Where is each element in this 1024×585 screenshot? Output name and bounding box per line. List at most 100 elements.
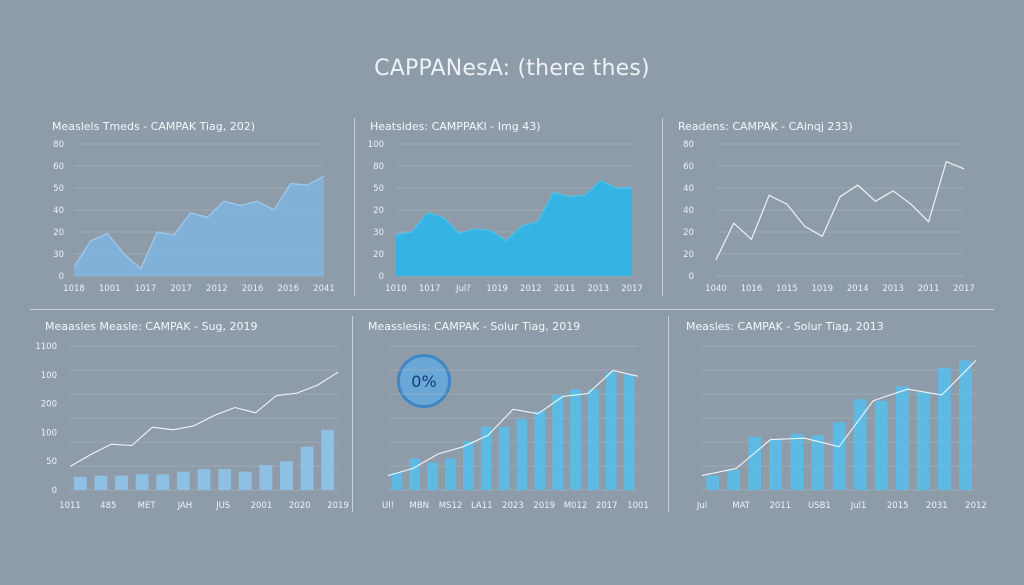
chart-title: Measlels Tmeds - CAMPAK Tiag, 202) bbox=[52, 120, 256, 133]
x-tick-label: 1001 bbox=[627, 501, 649, 511]
bar bbox=[588, 389, 599, 490]
x-tick-label: 2017 bbox=[596, 501, 618, 511]
x-tick-label: Jul? bbox=[455, 284, 471, 294]
bar bbox=[811, 435, 825, 490]
y-tick-label: 40 bbox=[683, 184, 694, 194]
vertical-divider-left-bottom bbox=[352, 316, 353, 512]
y-tick-label: 0 bbox=[379, 272, 384, 282]
bar bbox=[463, 441, 474, 490]
x-tick-label: 1018 bbox=[63, 284, 85, 294]
x-tick-label: JAH bbox=[177, 501, 193, 511]
y-tick-label: 200 bbox=[41, 400, 57, 410]
page-title: CAPPANesA: (there thes) bbox=[374, 56, 650, 81]
series-line bbox=[395, 179, 632, 242]
x-tick-label: 2016 bbox=[277, 284, 299, 294]
x-tick-label: 2014 bbox=[847, 284, 869, 294]
x-tick-label: 1016 bbox=[741, 284, 763, 294]
bar bbox=[605, 371, 617, 490]
x-tick-label: 2041 bbox=[313, 284, 335, 294]
y-tick-label: 20 bbox=[53, 228, 64, 238]
x-tick-label: 1011 bbox=[59, 501, 81, 511]
y-tick-label: 20 bbox=[683, 228, 694, 238]
x-tick-label: Ul! bbox=[382, 501, 394, 511]
chart-panel-5: Measslesis: CAMPAK - Solur Tiag, 2019 0%… bbox=[368, 320, 660, 515]
y-tick-label: 100 bbox=[368, 140, 384, 150]
x-tick-label: LA11 bbox=[471, 501, 493, 511]
y-tick-label: 100 bbox=[41, 428, 57, 438]
bar bbox=[874, 400, 888, 490]
bar bbox=[445, 458, 456, 490]
bar bbox=[570, 389, 581, 490]
x-tick-label: USB1 bbox=[808, 501, 831, 511]
bar bbox=[938, 367, 951, 490]
bar bbox=[748, 436, 762, 490]
bar bbox=[135, 474, 149, 490]
y-tick-label: 20 bbox=[373, 206, 384, 216]
x-tick-label: 2015 bbox=[887, 501, 909, 511]
bar bbox=[409, 458, 421, 490]
chart-plot: Jul MAT 2011 USB1 Jul1 2015 2031 2012 bbox=[696, 345, 987, 511]
x-tick-label: MBN bbox=[409, 501, 429, 511]
x-tick-label: 2012 bbox=[520, 284, 542, 294]
bar bbox=[623, 374, 635, 490]
y-tick-label: 50 bbox=[46, 457, 57, 467]
bar bbox=[156, 474, 170, 490]
bar bbox=[300, 446, 314, 490]
chart-plot: 80 60 40 40 20 20 0 1040 1016 1015 1019 2014 2013 201… bbox=[683, 140, 975, 294]
x-tick-label: Jul1 bbox=[850, 501, 867, 511]
series-line bbox=[387, 369, 639, 477]
series-area bbox=[396, 180, 632, 276]
y-tick-label: 80 bbox=[53, 140, 64, 150]
bar bbox=[176, 471, 190, 490]
bar bbox=[480, 426, 492, 490]
bar bbox=[727, 469, 740, 490]
chart-panel-4: Meaasles Measle: CAMPAK - Sug, 2019 1100… bbox=[30, 320, 348, 515]
bar bbox=[498, 426, 510, 490]
x-tick-label: M012 bbox=[564, 501, 588, 511]
bar bbox=[769, 439, 783, 490]
x-tick-label: 2012 bbox=[206, 284, 228, 294]
x-tick-label: 2019 bbox=[327, 501, 349, 511]
y-tick-label: 60 bbox=[53, 162, 64, 172]
bar bbox=[94, 475, 108, 490]
x-tick-label: 1040 bbox=[705, 284, 727, 294]
x-tick-label: 1017 bbox=[419, 284, 441, 294]
x-tick-label: 1010 bbox=[385, 284, 407, 294]
series-line bbox=[715, 160, 965, 261]
bar bbox=[73, 476, 87, 490]
x-tick-label: MET bbox=[138, 501, 157, 511]
y-tick-label: 0 bbox=[59, 272, 64, 282]
x-tick-label: MS12 bbox=[439, 501, 463, 511]
x-tick-label: 1019 bbox=[486, 284, 508, 294]
y-tick-label: 100 bbox=[41, 371, 57, 381]
x-tick-label: 2019 bbox=[533, 501, 555, 511]
chart-panel-6: Measles: CAMPAK - Solur Tiag, 2013 Jul MA… bbox=[686, 320, 987, 515]
x-tick-label: 2011 bbox=[554, 284, 576, 294]
x-tick-label: 2016 bbox=[242, 284, 264, 294]
x-tick-label: 2023 bbox=[502, 501, 524, 511]
chart-title: Meaasles Measle: CAMPAK - Sug, 2019 bbox=[45, 320, 258, 333]
bar bbox=[218, 469, 232, 490]
chart-panel-1: Measlels Tmeds - CAMPAK Tiag, 202) 80 60 5… bbox=[52, 120, 342, 300]
chart-title: Heatsides: CAMPPAKI - Img 43) bbox=[370, 120, 541, 133]
chart-panel-3: Readens: CAMPAK - CAinqj 233) 80 60 40 40 20… bbox=[678, 120, 978, 300]
bar bbox=[516, 419, 528, 490]
x-tick-label: 485 bbox=[100, 501, 116, 511]
bar bbox=[534, 410, 546, 490]
x-tick-label: 2031 bbox=[926, 501, 948, 511]
vertical-divider-left bbox=[354, 118, 355, 296]
x-tick-label: 2012 bbox=[965, 501, 987, 511]
x-tick-label: 2013 bbox=[587, 284, 609, 294]
bar bbox=[280, 461, 293, 490]
bar bbox=[790, 433, 804, 490]
x-tick-label: 2017 bbox=[170, 284, 192, 294]
x-tick-label: JUS bbox=[215, 501, 230, 511]
chart-panel-2: Heatsides: CAMPPAKI - Img 43) 100 80 50 20 3… bbox=[368, 120, 645, 300]
vertical-divider-right-bottom bbox=[668, 316, 669, 512]
bar bbox=[959, 360, 972, 490]
bar bbox=[321, 429, 335, 490]
bar bbox=[552, 394, 563, 490]
series-area bbox=[74, 176, 324, 276]
series-line bbox=[69, 371, 339, 467]
